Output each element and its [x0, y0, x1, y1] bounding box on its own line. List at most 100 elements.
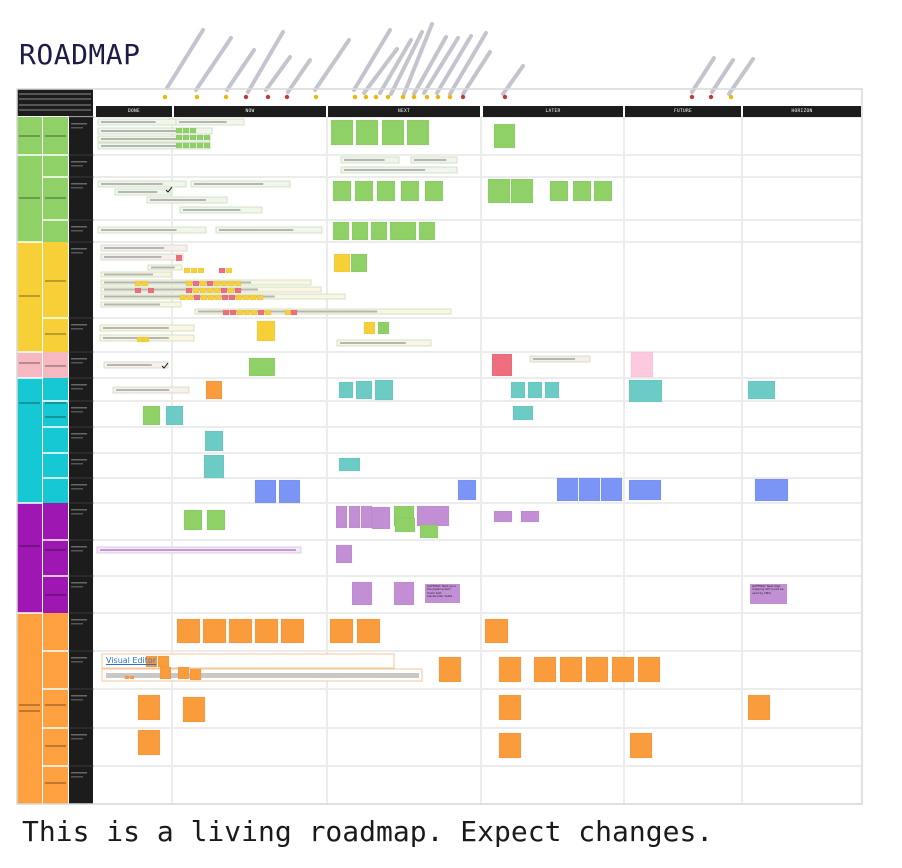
sticky-card[interactable] [179, 294, 187, 301]
sticky-card[interactable] [329, 618, 354, 644]
sticky-card[interactable] [355, 380, 373, 400]
sticky-card[interactable] [186, 294, 194, 301]
sticky-card[interactable] [227, 287, 235, 294]
sticky-card[interactable] [214, 294, 222, 301]
sticky-card[interactable] [193, 294, 201, 301]
sticky-card[interactable] [147, 287, 155, 294]
sticky-card[interactable] [142, 405, 161, 426]
sticky-card[interactable] [438, 656, 462, 683]
sticky-card[interactable] [182, 134, 190, 141]
sticky-card[interactable] [371, 506, 391, 530]
sticky-card[interactable] [134, 280, 142, 287]
sticky-card[interactable] [196, 142, 204, 149]
sticky-card[interactable] [533, 656, 557, 683]
sticky-card[interactable] [203, 134, 211, 141]
sticky-card[interactable] [348, 505, 361, 529]
lane-teal-outer[interactable] [17, 378, 42, 503]
sticky-card[interactable] [510, 381, 526, 399]
sticky-card[interactable] [335, 505, 348, 529]
sticky-card[interactable] [377, 321, 390, 335]
next-note-card[interactable]: GATEWAY: Next up in the pipeline item lo… [425, 584, 460, 603]
sticky-card[interactable] [393, 581, 415, 606]
sticky-card[interactable] [333, 253, 351, 273]
sticky-card[interactable] [498, 694, 522, 721]
sticky-card[interactable] [400, 180, 420, 202]
sticky-card[interactable] [256, 320, 276, 342]
sticky-card[interactable] [141, 280, 149, 287]
sticky-card[interactable] [572, 180, 592, 202]
sticky-card[interactable] [185, 280, 193, 287]
sticky-card[interactable] [129, 675, 135, 680]
sticky-card[interactable] [249, 294, 257, 301]
sticky-card[interactable] [335, 544, 353, 564]
sticky-card[interactable] [213, 280, 221, 287]
sticky-card[interactable] [630, 351, 654, 378]
sticky-card[interactable] [234, 287, 242, 294]
sticky-card[interactable] [376, 180, 396, 202]
sticky-card[interactable] [356, 618, 381, 644]
sticky-card[interactable] [182, 127, 190, 134]
sticky-card[interactable] [248, 357, 276, 377]
sticky-card[interactable] [137, 729, 161, 756]
sticky-card[interactable] [418, 221, 436, 241]
sticky-card[interactable] [203, 454, 225, 479]
sticky-card[interactable] [157, 655, 170, 668]
sticky-card[interactable] [183, 267, 191, 274]
sticky-card[interactable] [290, 309, 298, 316]
sticky-card[interactable] [338, 457, 361, 472]
sticky-card[interactable] [207, 294, 215, 301]
sticky-card[interactable] [493, 510, 513, 523]
sticky-card[interactable] [243, 309, 251, 316]
sticky-card[interactable] [332, 221, 350, 241]
sticky-card[interactable] [578, 477, 601, 502]
sticky-card[interactable] [363, 321, 376, 335]
sticky-card[interactable] [203, 142, 211, 149]
lane-yellow-outer[interactable] [17, 242, 42, 352]
sticky-card[interactable] [213, 287, 221, 294]
sticky-card[interactable] [204, 430, 224, 452]
sticky-card[interactable] [189, 668, 202, 681]
sticky-card[interactable] [256, 294, 264, 301]
sticky-card[interactable] [520, 510, 540, 523]
sticky-card[interactable] [354, 180, 374, 202]
sticky-card[interactable] [284, 309, 292, 316]
lane-purple-outer[interactable] [17, 503, 42, 613]
lane-yellow-inner[interactable] [43, 242, 68, 352]
sticky-card[interactable] [185, 287, 193, 294]
sticky-card[interactable] [419, 524, 439, 539]
sticky-card[interactable] [182, 696, 206, 723]
visual-editor-link[interactable]: Visual Editor [106, 656, 157, 665]
horizon-note-card[interactable]: GATEWAY: Next step: mapping API (could b… [750, 584, 787, 604]
sticky-card[interactable] [360, 505, 373, 529]
sticky-card[interactable] [220, 287, 228, 294]
sticky-card[interactable] [549, 180, 569, 202]
sticky-card[interactable] [585, 656, 609, 683]
sticky-card[interactable] [189, 142, 197, 149]
lane-pink-outer[interactable] [17, 352, 42, 378]
sticky-card[interactable] [330, 119, 354, 146]
sticky-card[interactable] [628, 379, 663, 403]
sticky-card[interactable] [389, 221, 417, 241]
sticky-card[interactable] [257, 309, 265, 316]
sticky-card[interactable] [498, 732, 522, 759]
lane-green-inner[interactable] [43, 117, 68, 242]
sticky-card[interactable] [264, 309, 272, 316]
sticky-card[interactable] [142, 336, 150, 343]
sticky-card[interactable] [124, 675, 130, 680]
sticky-card[interactable] [512, 405, 534, 421]
sticky-card[interactable] [199, 280, 207, 287]
sticky-card[interactable] [498, 656, 522, 683]
sticky-card[interactable] [227, 280, 235, 287]
sticky-card[interactable] [355, 119, 379, 146]
sticky-card[interactable] [351, 221, 369, 241]
sticky-card[interactable] [254, 618, 279, 644]
sticky-card[interactable] [136, 336, 144, 343]
sticky-card[interactable] [406, 119, 430, 146]
sticky-card[interactable] [350, 253, 368, 273]
sticky-card[interactable] [176, 618, 201, 644]
sticky-card[interactable] [218, 267, 226, 274]
link-bar[interactable] [101, 653, 395, 669]
sticky-card[interactable] [197, 267, 205, 274]
sticky-card[interactable] [159, 666, 172, 680]
sticky-card[interactable] [338, 381, 354, 399]
